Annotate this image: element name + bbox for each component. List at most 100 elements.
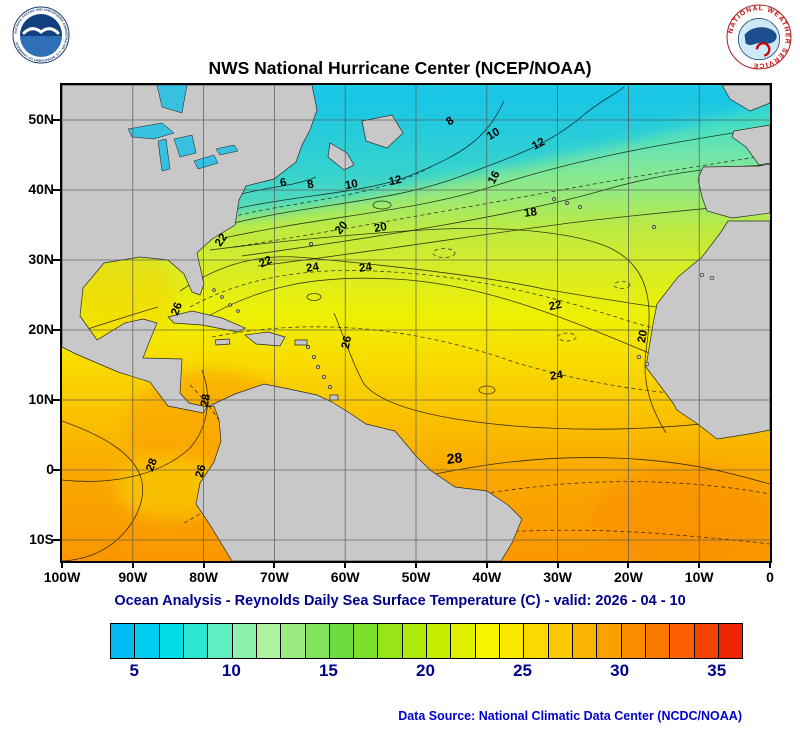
contour-label: 28 xyxy=(199,393,213,408)
madeira xyxy=(652,225,656,229)
temperature-colorbar xyxy=(110,623,743,659)
contour-label: 20 xyxy=(373,221,388,235)
colorbar-segment xyxy=(475,624,500,658)
lat-tick xyxy=(53,259,60,261)
colorbar-segment xyxy=(670,624,695,658)
contour-label: 26 xyxy=(194,463,209,478)
lon-tick xyxy=(344,561,347,568)
colorbar-segment xyxy=(718,624,743,658)
page-title: NWS National Hurricane Center (NCEP/NOAA… xyxy=(208,58,592,78)
nws-seal-icon: NATIONAL WEATHER SERVICE xyxy=(726,4,792,70)
lat-tick xyxy=(53,119,60,121)
contour-label: 26 xyxy=(340,335,354,350)
lon-tick xyxy=(485,561,488,568)
colorbar-tick-labels: 5 10 15 20 25 30 35 xyxy=(110,661,741,683)
lake-superior xyxy=(127,122,175,140)
colorbar-tick-label: 10 xyxy=(221,661,241,680)
colorbar-segment xyxy=(256,624,282,658)
colorbar-segment xyxy=(500,624,525,658)
lon-tick-label: 80W xyxy=(189,569,218,585)
azores xyxy=(578,205,582,209)
lon-tick-label: 60W xyxy=(330,569,360,585)
south-america xyxy=(195,383,523,561)
france xyxy=(731,124,770,166)
colorbar-segment xyxy=(597,624,622,658)
noaa-logo: NATIONAL OCEANIC AND ATMOSPHERIC ADMINIS… xyxy=(12,6,70,64)
lat-tick xyxy=(53,329,60,331)
colorbar-segment xyxy=(427,624,452,658)
lat-tick-label: 0 xyxy=(46,461,54,477)
lon-tick-label: 10W xyxy=(684,569,714,585)
data-source-note: Data Source: National Climatic Data Cent… xyxy=(398,709,742,723)
colorbar-tick-label: 5 xyxy=(129,661,139,680)
colorbar-segment xyxy=(402,624,428,658)
nova-scotia xyxy=(327,142,355,171)
colorbar-segment xyxy=(645,624,671,658)
lat-tick xyxy=(53,399,60,401)
colorbar-segment xyxy=(694,624,719,658)
jamaica xyxy=(214,338,231,346)
lake-layer xyxy=(127,85,239,172)
colorbar-segment xyxy=(111,624,136,658)
lon-tick-label: 30W xyxy=(543,569,572,585)
trinidad xyxy=(329,394,339,401)
contour-label: 10 xyxy=(485,126,502,143)
lon-tick-label: 100W xyxy=(43,569,81,585)
lake-erie xyxy=(193,154,219,170)
lon-tick xyxy=(415,561,417,568)
grid-layer xyxy=(62,85,770,561)
contour-label: 6 xyxy=(279,177,288,190)
lon-tick xyxy=(202,561,205,568)
newfoundland xyxy=(361,114,404,149)
colorbar-tick-label: 20 xyxy=(416,661,435,680)
contour-label: 24 xyxy=(549,369,564,383)
colorbar-tick-label: 30 xyxy=(610,661,630,680)
colorbar-segment xyxy=(572,624,598,658)
lat-tick-label: 30N xyxy=(28,251,54,267)
cloud-map-icon xyxy=(744,27,777,46)
lesser-antilles xyxy=(328,385,332,389)
contour-label: 10 xyxy=(344,178,359,192)
map-subtitle: Ocean Analysis - Reynolds Daily Sea Surf… xyxy=(114,593,686,609)
hudson-bay xyxy=(156,85,188,114)
contour-label: 24 xyxy=(358,261,373,275)
sst-map-frame: 8 10 12 6 8 10 12 16 18 20 20 22 22 24 24 26 26 22 20 24 28 2… xyxy=(60,83,772,563)
contour-label: 18 xyxy=(523,206,538,220)
colorbar-segment xyxy=(329,624,355,658)
lat-tick xyxy=(53,469,60,471)
lon-tick-label: 40W xyxy=(472,569,502,585)
contour-label: 22 xyxy=(257,254,274,270)
colorbar-segment xyxy=(354,624,379,658)
colorbar-tick-label: 25 xyxy=(513,661,533,680)
colorbar-segment xyxy=(135,624,160,658)
colorbar-segment xyxy=(451,624,476,658)
colorbar-segment xyxy=(621,624,646,658)
lat-tick-label: 40N xyxy=(28,181,54,197)
contour-label: 28 xyxy=(144,456,160,473)
lat-tick xyxy=(53,539,60,541)
colorbar-segment xyxy=(183,624,209,658)
lake-michigan xyxy=(157,138,171,172)
bahamas xyxy=(236,309,240,313)
colorbar-segment xyxy=(281,624,306,658)
contour-label: 12 xyxy=(530,136,547,153)
lon-tick xyxy=(61,561,63,568)
nws-logo: NATIONAL WEATHER SERVICE xyxy=(726,4,792,70)
colorbar-segment xyxy=(159,624,184,658)
lon-tick xyxy=(273,561,276,568)
hispaniola xyxy=(244,331,286,347)
lake-ontario xyxy=(215,144,239,156)
lat-tick-label: 10S xyxy=(29,531,54,547)
hurricane-swirl-icon xyxy=(755,42,771,57)
colorbar-segment xyxy=(524,624,549,658)
land-layer xyxy=(62,85,770,561)
lon-tick xyxy=(627,561,630,568)
contour-label: 22 xyxy=(548,299,563,313)
lon-tick xyxy=(769,561,771,568)
canary-islands xyxy=(709,275,715,281)
colorbar-segment xyxy=(208,624,233,658)
contour-label: 12 xyxy=(388,174,403,188)
lon-tick-label: 0 xyxy=(766,569,774,585)
iberia xyxy=(697,163,770,219)
